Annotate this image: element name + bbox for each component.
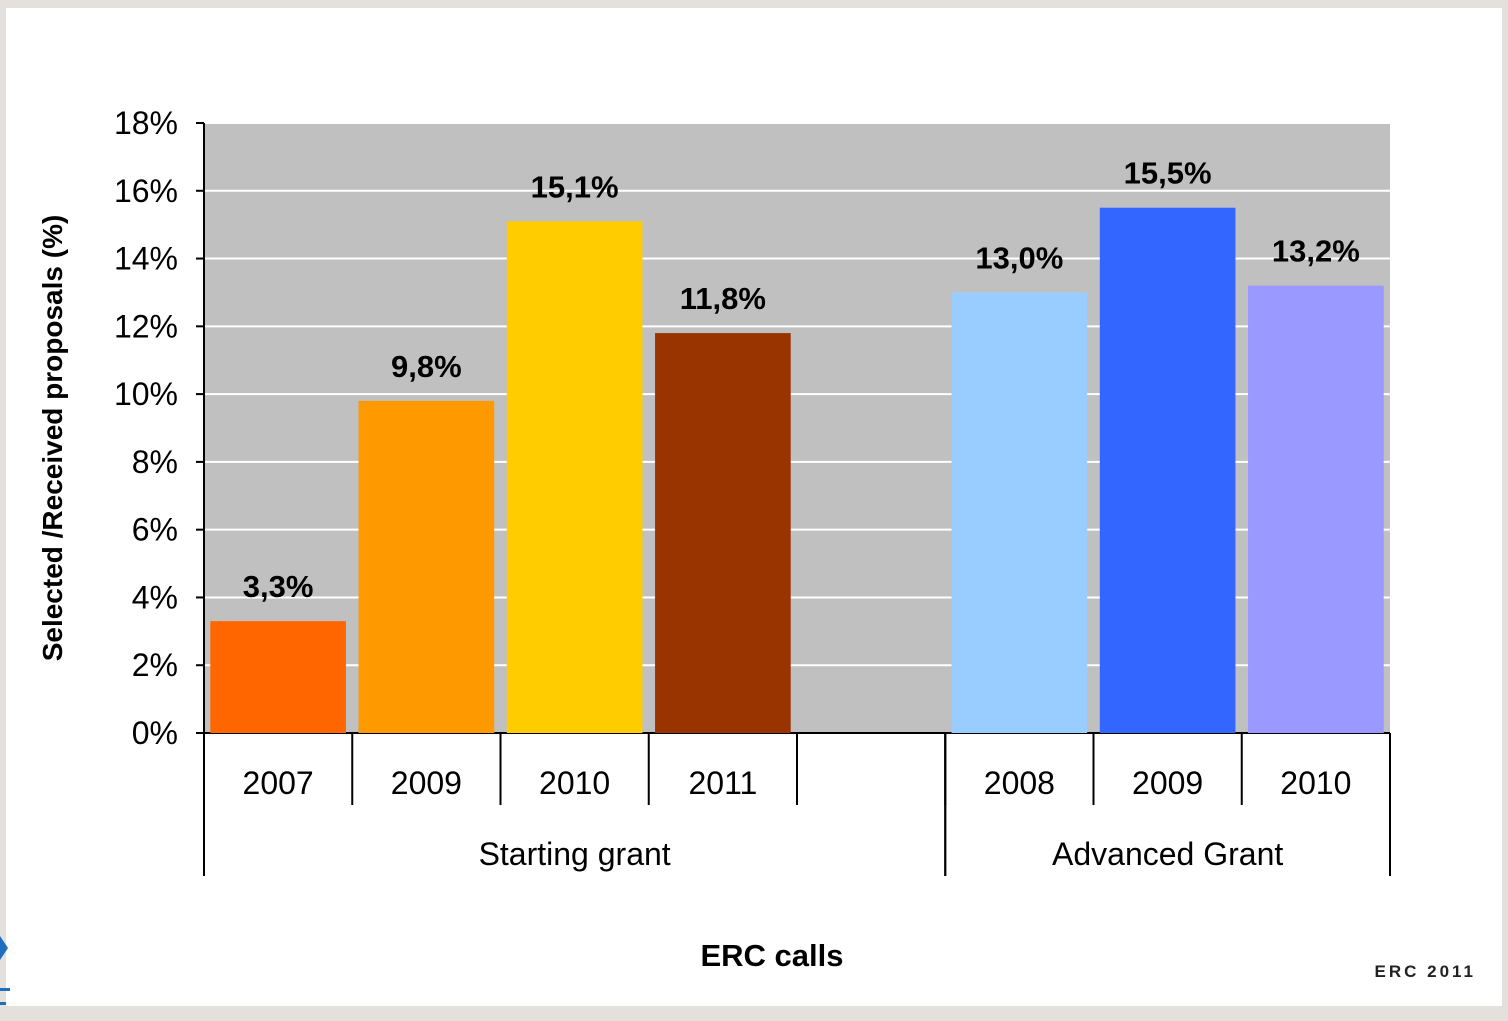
data-label: 11,8% bbox=[680, 281, 766, 316]
data-label: 3,3% bbox=[243, 569, 314, 604]
slide-panel: 0% 2% 4% 6% 8% 10% 12% 14% 16% 18% 3,3% 2007 9,8% 200… bbox=[6, 8, 1502, 1006]
x-tick-label: 2010 bbox=[539, 765, 610, 801]
y-tick-label: 16% bbox=[114, 173, 178, 209]
y-tick-label: 10% bbox=[114, 376, 178, 412]
y-tick-label: 6% bbox=[132, 512, 178, 548]
footer-label: ERC 2011 bbox=[1374, 962, 1476, 981]
x-axis-label: ERC calls bbox=[700, 938, 843, 973]
x-tick-label: 2008 bbox=[984, 765, 1055, 801]
bar bbox=[1248, 285, 1384, 733]
logo-icon bbox=[0, 930, 10, 1016]
group-label: Starting grant bbox=[479, 836, 671, 872]
data-label: 9,8% bbox=[391, 349, 462, 384]
bar bbox=[1099, 207, 1236, 733]
y-axis-label: Selected /Received proposals (%) bbox=[37, 215, 68, 662]
x-tick-label: 2007 bbox=[243, 765, 314, 801]
bar bbox=[358, 400, 495, 733]
y-tick-label: 12% bbox=[114, 308, 178, 344]
x-tick-label: 2011 bbox=[688, 765, 757, 801]
y-tick-label: 14% bbox=[114, 241, 178, 277]
y-tick-label: 0% bbox=[132, 715, 178, 751]
y-tick-label: 2% bbox=[132, 647, 178, 683]
bar bbox=[655, 333, 791, 733]
x-tick-label: 2009 bbox=[1132, 765, 1203, 801]
data-label: 13,0% bbox=[975, 240, 1063, 275]
bar bbox=[210, 621, 346, 733]
bar bbox=[506, 221, 643, 733]
bar bbox=[951, 292, 1088, 733]
data-label: 15,1% bbox=[531, 169, 619, 204]
y-tick-label: 18% bbox=[114, 105, 178, 141]
x-tick-label: 2009 bbox=[391, 765, 462, 801]
y-tick-label: 4% bbox=[132, 579, 178, 615]
x-tick-label: 2010 bbox=[1280, 765, 1351, 801]
y-tick-label: 8% bbox=[132, 444, 178, 480]
group-label: Advanced Grant bbox=[1052, 836, 1283, 872]
data-label: 15,5% bbox=[1124, 156, 1212, 191]
bar-chart: 0% 2% 4% 6% 8% 10% 12% 14% 16% 18% 3,3% 2007 9,8% 200… bbox=[37, 105, 1391, 973]
data-label: 13,2% bbox=[1272, 234, 1360, 269]
